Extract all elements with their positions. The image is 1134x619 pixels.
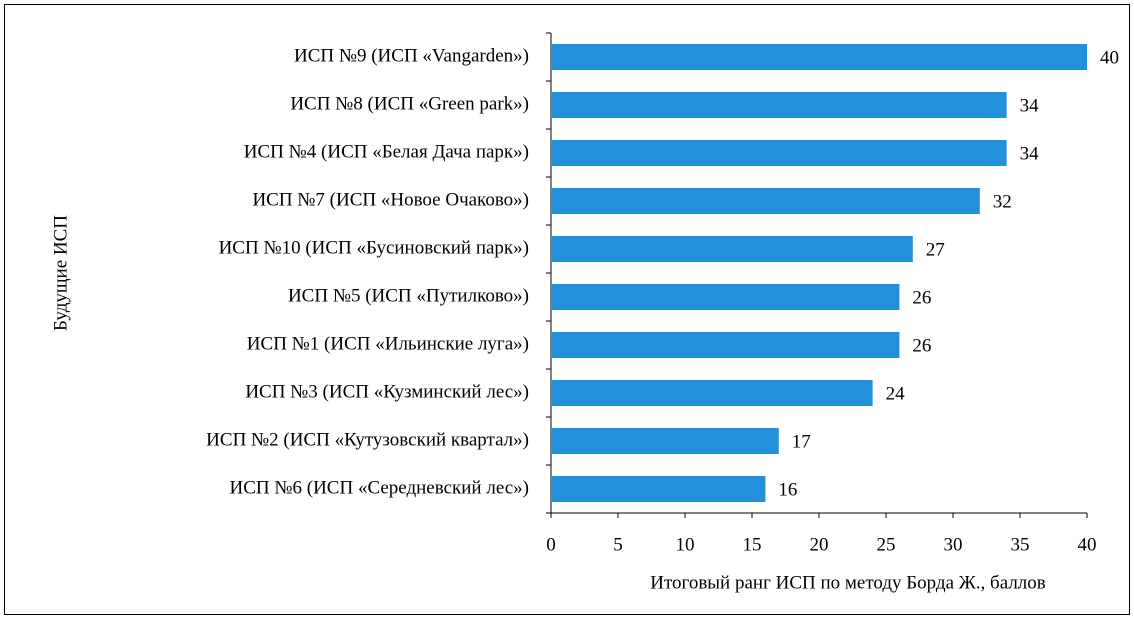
value-label: 34 <box>1020 95 1040 116</box>
y-axis-label: Будущие ИСП <box>50 215 71 331</box>
y-tick-label: ИСП №7 (ИСП «Новое Очаково») <box>252 189 529 210</box>
value-label: 16 <box>778 479 797 500</box>
y-tick-label: ИСП №4 (ИСП «Белая Дача парк») <box>244 141 529 162</box>
value-label: 26 <box>912 335 931 356</box>
y-tick-label: ИСП №5 (ИСП «Путилково») <box>288 285 529 306</box>
y-tick-label: ИСП №9 (ИСП «Vangarden») <box>294 45 529 66</box>
bar <box>551 92 1007 118</box>
value-label: 17 <box>792 431 811 452</box>
bar <box>551 476 766 502</box>
bar <box>551 380 873 406</box>
value-label: 40 <box>1100 47 1119 68</box>
bar <box>551 332 900 358</box>
x-tick-label: 10 <box>676 534 695 555</box>
y-tick-label: ИСП №8 (ИСП «Green park») <box>290 93 529 114</box>
x-tick-label: 25 <box>877 534 896 555</box>
bar <box>551 284 900 310</box>
x-axis-label: Итоговый ранг ИСП по методу Борда Ж., ба… <box>650 572 1046 593</box>
x-tick-label: 0 <box>546 534 556 555</box>
y-tick-label: ИСП №2 (ИСП «Кутузовский квартал») <box>206 429 529 450</box>
x-tick-label: 20 <box>810 534 829 555</box>
bar <box>551 236 913 262</box>
y-tick-label: ИСП №6 (ИСП «Середневский лес») <box>230 477 529 498</box>
bar <box>551 44 1087 70</box>
value-label: 26 <box>912 287 931 308</box>
value-label: 32 <box>993 191 1012 212</box>
y-tick-label: ИСП №10 (ИСП «Бусиновский парк») <box>219 237 529 258</box>
bar <box>551 140 1007 166</box>
x-tick-label: 35 <box>1011 534 1030 555</box>
value-label: 27 <box>926 239 945 260</box>
value-label: 34 <box>1020 143 1040 164</box>
bar <box>551 188 980 214</box>
y-tick-label: ИСП №1 (ИСП «Ильинские луга») <box>247 333 529 354</box>
value-label: 24 <box>886 383 906 404</box>
bar <box>551 428 779 454</box>
x-tick-label: 40 <box>1078 534 1097 555</box>
x-tick-label: 5 <box>613 534 623 555</box>
y-tick-label: ИСП №3 (ИСП «Кузминский лес») <box>245 381 529 402</box>
x-tick-label: 15 <box>743 534 762 555</box>
x-tick-label: 30 <box>944 534 963 555</box>
